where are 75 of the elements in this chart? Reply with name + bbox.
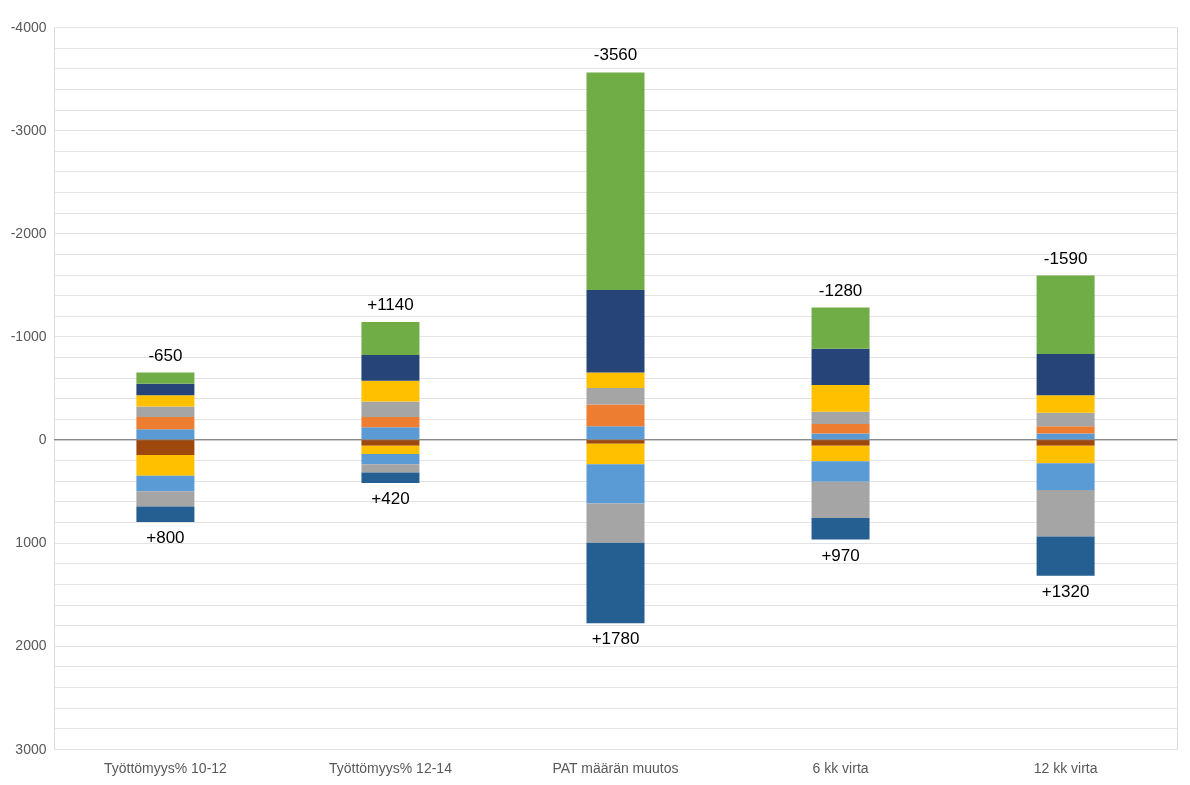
bar [136,406,195,417]
bar [1036,445,1095,464]
bar [361,416,420,428]
bar [136,416,195,430]
y-tick-label: -4000 [10,18,47,35]
bar [586,542,645,624]
bar [586,290,645,373]
bar [1036,395,1095,413]
bar [1036,426,1095,434]
bar [1036,463,1095,491]
bar [361,427,420,440]
bar [586,503,645,543]
bar [361,472,420,483]
bar [1036,412,1095,427]
bar [811,424,870,434]
annotation: +1320 [1041,581,1090,601]
bar [811,461,870,482]
annotation: -650 [148,345,183,365]
bar [586,404,645,427]
x-tick-label: Työttömyys% 10-12 [103,759,228,776]
y-tick-label: -2000 [10,224,47,241]
bar [361,321,420,355]
x-tick-label: Työttömyys% 12-14 [328,759,453,776]
bar [1036,353,1095,396]
bar [361,380,420,402]
bar [586,388,645,405]
annotation: +420 [371,488,410,508]
bar [361,454,420,465]
bar [136,506,195,523]
bar [811,411,870,425]
bar [811,307,870,349]
bar [811,481,870,518]
y-tick-label: 3000 [15,740,47,757]
annotation: -3560 [593,45,638,65]
bar [1036,490,1095,537]
annotation: -1280 [818,280,863,300]
bar [136,475,195,492]
y-tick-label: 0 [38,431,47,448]
bar [586,72,645,291]
annotation: +970 [821,545,860,565]
bar [136,491,195,507]
bar [136,383,195,396]
annotation: +1140 [367,294,414,314]
bar [136,455,195,476]
bar [361,445,420,455]
y-tick-label: 1000 [15,534,47,551]
bar [136,372,195,384]
bar [811,517,870,540]
bar [811,384,870,412]
bar [361,464,420,473]
bar [136,439,195,456]
annotation: +800 [146,528,185,548]
bar [811,439,870,446]
x-tick-label: PAT määrän muutos [552,759,679,776]
bar [136,395,195,407]
annotation: +1780 [591,629,640,649]
x-tick-label: 6 kk virta [812,759,869,776]
y-tick-label: -3000 [10,121,47,138]
bar [811,445,870,462]
bar [136,429,195,440]
bar [361,439,420,446]
bar [586,426,645,440]
bar [361,354,420,381]
y-tick-label: 2000 [15,637,47,654]
bar [586,443,645,465]
bar [1036,536,1095,576]
bar [586,464,645,504]
bar [361,401,420,417]
y-tick-label: -1000 [10,327,47,344]
bar [1036,275,1095,354]
x-tick-label: 12 kk virta [1033,759,1098,776]
bar [586,372,645,388]
bar [811,348,870,385]
bar [1036,439,1095,446]
annotation: -1590 [1043,248,1088,268]
